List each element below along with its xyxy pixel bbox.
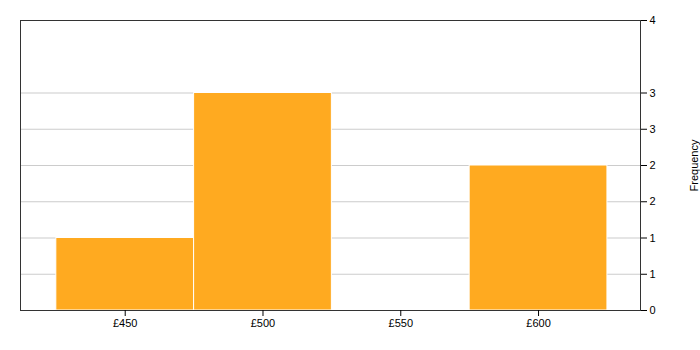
svg-text:2: 2	[650, 159, 656, 171]
svg-text:1: 1	[650, 268, 656, 280]
svg-text:£550: £550	[389, 317, 413, 329]
svg-text:3: 3	[650, 87, 656, 99]
svg-text:Frequency: Frequency	[688, 139, 700, 191]
svg-text:£600: £600	[526, 317, 550, 329]
svg-text:2: 2	[650, 195, 656, 207]
svg-text:4: 4	[650, 14, 656, 26]
svg-text:0: 0	[650, 304, 656, 316]
svg-text:£450: £450	[113, 317, 137, 329]
svg-text:1: 1	[650, 232, 656, 244]
svg-text:3: 3	[650, 123, 656, 135]
svg-text:£500: £500	[251, 317, 275, 329]
